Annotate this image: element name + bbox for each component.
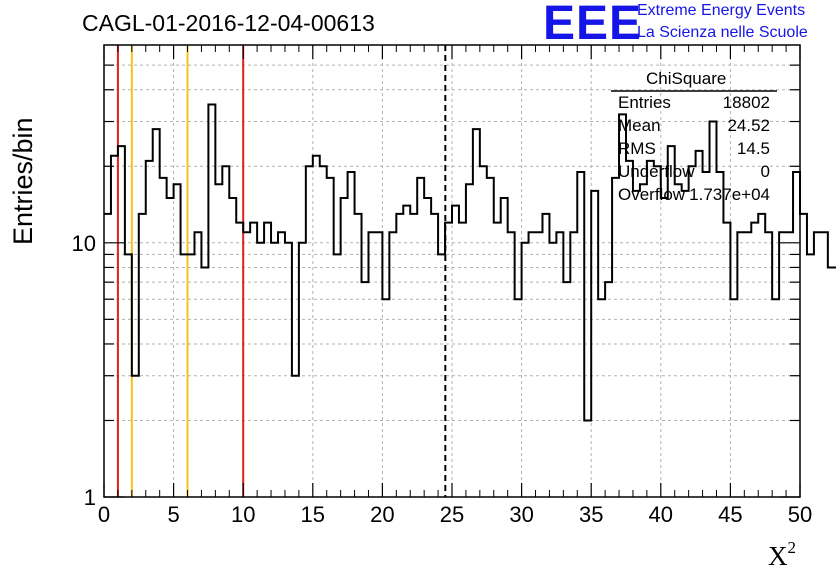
x-tick-label: 5 [167, 502, 179, 527]
x-tick-label: 15 [301, 502, 325, 527]
histogram-outline [104, 103, 836, 422]
stats-value-underflow: 0 [760, 162, 770, 181]
stats-label-mean: Mean [618, 116, 661, 135]
stats-label-underflow: Underflow [618, 162, 695, 181]
stats-label-entries: Entries [618, 93, 671, 112]
axes-layer: 0 5 10 15 20 25 30 35 40 45 50 1 10 [72, 44, 812, 527]
stats-value-rms: 14.5 [736, 139, 770, 158]
stats-value-entries: 18802 [722, 93, 770, 112]
eee-logo-mark: EEE [543, 0, 643, 50]
y-tick-label: 1 [84, 485, 96, 510]
x-tick-label: 0 [98, 502, 110, 527]
stats-label-overflow: Overflow [618, 185, 686, 204]
grid-layer [104, 45, 800, 497]
x-tick-label: 50 [788, 502, 812, 527]
x-tick-label: 10 [231, 502, 255, 527]
stats-value-overflow: 1.737e+04 [689, 185, 770, 204]
chart-title: CAGL-01-2016-12-04-00613 [82, 10, 375, 36]
stats-label-rms: RMS [618, 139, 656, 158]
x-tick-label: 45 [718, 502, 742, 527]
logo-caption-line1: Extreme Energy Events [637, 2, 806, 19]
stats-value-mean: 24.52 [727, 116, 770, 135]
x-axis-label-base: X [768, 541, 788, 571]
x-axis-label: X2 [768, 538, 796, 572]
logo-caption-line2: La Scienza nelle Scuole [637, 24, 808, 41]
x-tick-label: 30 [509, 502, 533, 527]
x-tick-label: 25 [440, 502, 464, 527]
y-axis-label: Entries/bin [8, 117, 38, 245]
marker-lines [116, 45, 447, 497]
x-axis-label-superscript: 2 [787, 538, 797, 557]
x-tick-label: 20 [370, 502, 394, 527]
x-tick-label: 40 [649, 502, 673, 527]
stats-box-title: ChiSquare [646, 69, 727, 88]
x-tick-label: 35 [579, 502, 603, 527]
histogram-layer [104, 103, 836, 422]
y-tick-label: 10 [72, 231, 96, 256]
